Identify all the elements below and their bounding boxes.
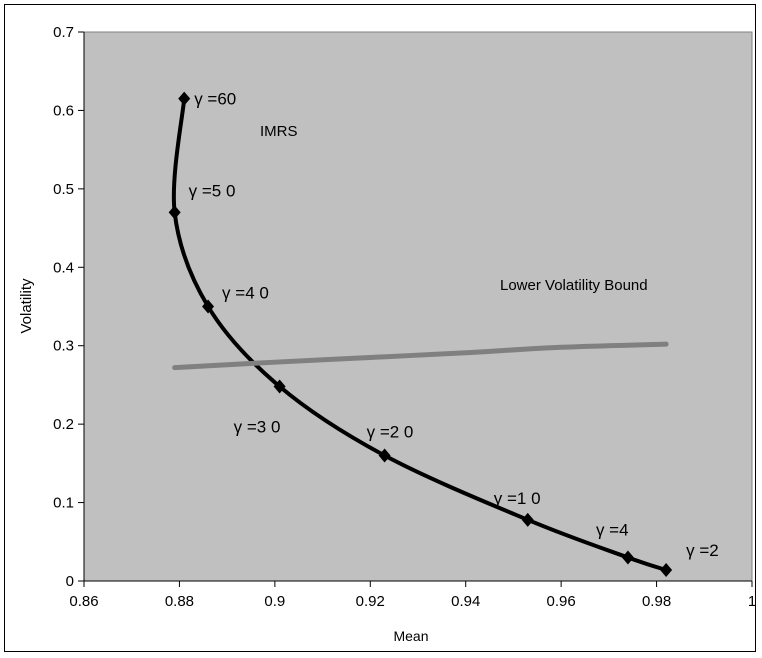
x-tick-label: 1 — [748, 593, 756, 610]
gamma-label: γ =4 0 — [222, 284, 269, 303]
imrs-point-marker — [168, 205, 181, 220]
y-tick-label: 0.2 — [53, 416, 74, 433]
x-axis-label: Mean — [393, 628, 428, 644]
y-tick-label: 0 — [66, 573, 74, 590]
gamma-label: γ =2 0 — [367, 423, 414, 442]
y-tick-label: 0.6 — [53, 102, 74, 119]
x-tick-label: 0.86 — [69, 593, 98, 610]
gamma-label: γ =4 — [596, 520, 629, 539]
y-axis-label: Volatility — [18, 278, 35, 334]
y-tick-label: 0.5 — [53, 181, 74, 198]
y-tick-label: 0.7 — [53, 24, 74, 41]
x-tick-label: 0.98 — [642, 593, 671, 610]
gamma-label: γ =1 0 — [494, 489, 541, 508]
imrs-point-marker — [178, 91, 191, 106]
x-tick-label: 0.88 — [165, 593, 194, 610]
x-tick-label: 0.92 — [356, 593, 385, 610]
y-tick-label: 0.4 — [53, 259, 74, 276]
labels-layer: γ =60 γ =5 0 γ =4 0 γ =3 0 γ =2 0 γ =1 0 γ =4 γ… — [189, 90, 719, 560]
imrs-point-marker — [378, 448, 391, 463]
imrs-point-marker — [621, 550, 634, 565]
x-tick-label: 0.9 — [264, 593, 285, 610]
y-tick-label: 0.3 — [53, 338, 74, 355]
imrs-point-marker — [202, 299, 215, 314]
gamma-label: γ =60 — [194, 90, 236, 109]
gamma-label: γ =2 — [686, 541, 719, 560]
lower-bound-series-line — [172, 341, 669, 371]
imrs-point-marker — [660, 563, 673, 578]
y-tick-label: 0.1 — [53, 495, 74, 512]
gamma-label: γ =3 0 — [234, 417, 281, 436]
series-layer — [168, 91, 673, 578]
imrs-point-marker — [521, 512, 534, 527]
series-label-lower-bound: Lower Volatility Bound — [500, 277, 648, 294]
imrs-point-marker — [273, 379, 286, 394]
imrs-series-line — [171, 96, 669, 573]
axes: 0.86 0.88 0.9 0.92 0.94 0.96 0.98 1 0 0.1 0.2 0.3 0.… — [53, 24, 756, 610]
gamma-label: γ =5 0 — [189, 181, 236, 200]
plot-area — [83, 31, 753, 582]
series-label-imrs: IMRS — [260, 123, 298, 140]
x-tick-label: 0.94 — [451, 593, 480, 610]
x-tick-label: 0.96 — [547, 593, 576, 610]
